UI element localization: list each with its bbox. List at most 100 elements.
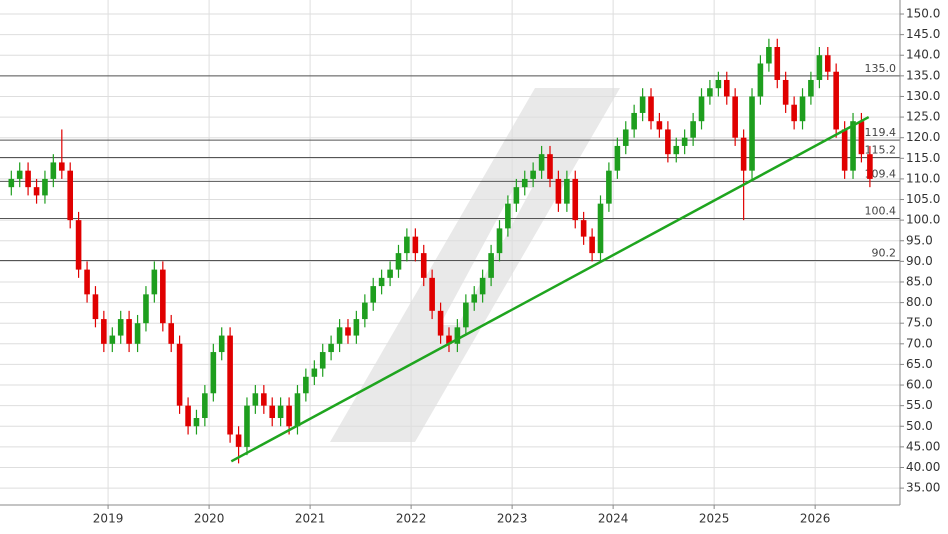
candle-body [117, 319, 124, 336]
x-tick-label: 2021 [295, 512, 326, 526]
y-tick-label: 65.0 [906, 357, 933, 371]
candle-body [84, 269, 90, 295]
candle-body [454, 327, 461, 344]
level-label: 115.2 [865, 143, 897, 156]
candle-body [707, 88, 713, 97]
y-tick-label: 110.0 [906, 171, 940, 185]
candle-body [749, 96, 755, 171]
candle-body [160, 269, 166, 324]
candle-body [723, 79, 730, 97]
candle-body [176, 343, 183, 406]
candle-body [488, 253, 494, 278]
candle-body [572, 178, 579, 221]
candle-body [648, 96, 654, 122]
candle-body [538, 154, 545, 171]
x-tick-label: 2019 [93, 512, 124, 526]
candle-body [286, 405, 292, 427]
candle-body [791, 104, 797, 122]
candle-body [50, 162, 57, 179]
candle-body [547, 154, 553, 179]
y-tick-label: 90.0 [906, 254, 933, 268]
level-label: 135.0 [865, 62, 897, 75]
candle-body [235, 434, 242, 447]
candle-body [134, 323, 141, 344]
candle-body [168, 323, 175, 344]
candle-body [126, 319, 132, 344]
y-tick-label: 95.0 [906, 233, 933, 247]
candle-body [395, 253, 402, 270]
candle-body [513, 187, 520, 204]
candle-body [429, 277, 435, 311]
candle-body [505, 203, 511, 229]
candle-body [67, 170, 74, 221]
trendline [230, 115, 870, 463]
level-label: 90.2 [872, 247, 897, 260]
y-tick-label: 80.0 [906, 295, 933, 309]
candle-body [867, 154, 873, 179]
candle-body [75, 220, 82, 270]
candle-body [740, 137, 747, 171]
y-tick-label: 75.0 [906, 316, 933, 330]
candle-body [353, 319, 360, 336]
candle-body [8, 178, 15, 188]
candle-body [715, 79, 722, 89]
candle-body [404, 236, 410, 254]
candle-body [370, 286, 377, 303]
y-tick-label: 135.0 [906, 68, 940, 82]
candle-body [151, 269, 158, 295]
candle-body [277, 405, 284, 419]
candle-body [799, 96, 806, 122]
candle-body [606, 170, 612, 204]
candle-body [580, 220, 587, 237]
y-tick-label: 35.00 [906, 481, 940, 495]
candle-body [690, 121, 696, 138]
candle-body [319, 352, 326, 369]
level-label: 100.4 [865, 204, 897, 217]
candle-body [597, 203, 604, 254]
x-tick-label: 2026 [800, 512, 831, 526]
candle-body [555, 178, 562, 204]
candle-body [463, 302, 469, 328]
candle-body [227, 335, 233, 435]
candle-body [833, 71, 839, 130]
candle-body [816, 55, 823, 80]
x-tick-label: 2024 [598, 512, 629, 526]
candle-body [639, 96, 646, 113]
candle-body [824, 55, 831, 72]
candle-body [496, 228, 503, 254]
y-tick-label: 40.00 [906, 460, 940, 474]
candle-body [362, 302, 368, 320]
candle-body [766, 46, 772, 64]
candle-body [631, 112, 637, 130]
candle-body [16, 170, 23, 179]
y-tick-label: 85.0 [906, 274, 933, 288]
candle-body [202, 393, 208, 419]
candle-body [210, 352, 217, 394]
candle-body [471, 294, 478, 303]
candle-body [92, 294, 99, 320]
y-tick-label: 125.0 [906, 110, 940, 124]
y-tick-label: 150.0 [906, 7, 940, 21]
candle-body [42, 178, 48, 196]
candle-body [412, 236, 419, 254]
y-tick-label: 120.0 [906, 130, 940, 144]
candle-body [294, 393, 301, 427]
candle-body [303, 376, 309, 394]
candle-body [589, 236, 595, 254]
candle-body [420, 253, 427, 278]
level-label: 119.4 [865, 126, 897, 139]
candle-body [437, 310, 444, 336]
candle-body [269, 405, 276, 419]
candle-body [808, 79, 814, 97]
candle-body [336, 327, 343, 344]
candle-body [614, 145, 621, 171]
candle-body [479, 277, 486, 295]
candle-body [656, 121, 663, 130]
candle-body [185, 405, 191, 427]
x-tick-label: 2022 [396, 512, 427, 526]
candle-body [101, 319, 107, 344]
y-tick-label: 50.0 [906, 419, 933, 433]
candle-body [261, 393, 267, 406]
